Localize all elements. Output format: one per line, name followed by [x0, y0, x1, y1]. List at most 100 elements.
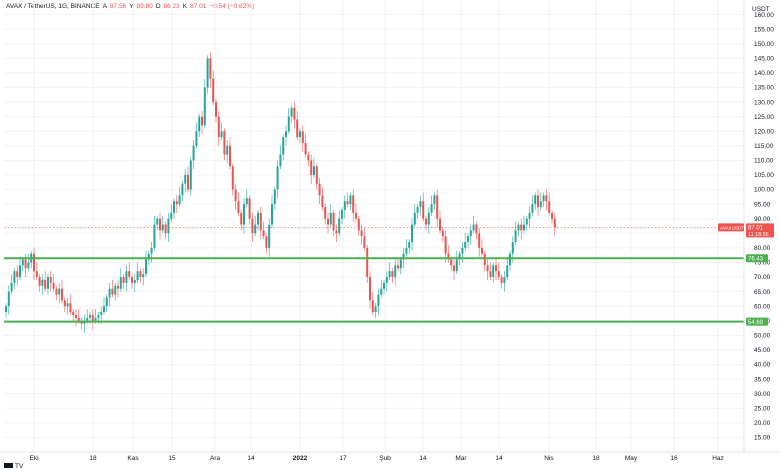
candle-body: [343, 201, 346, 210]
candle-body: [495, 265, 497, 272]
y-tick-label: 155.00: [754, 26, 774, 33]
candle-body: [329, 212, 332, 225]
candle-body: [75, 314, 77, 318]
level-badge-label: 76.43: [748, 256, 764, 262]
candle-body: [509, 253, 511, 266]
y-tick-label: 20.00: [754, 420, 771, 427]
candle-body: [178, 195, 181, 205]
change-value: −0.54 (−0.62%): [209, 3, 255, 10]
y-tick-label: 150.00: [754, 41, 774, 48]
candle-body: [19, 265, 21, 278]
candle-body: [198, 116, 201, 132]
tradingview-logo: TV: [4, 463, 24, 470]
y-tick-label: 15.00: [754, 435, 771, 442]
candles: [4, 52, 744, 333]
y-tick-label: 60.00: [754, 303, 771, 310]
candle-body: [299, 131, 301, 138]
candle-body: [458, 253, 461, 260]
candle-body: [430, 204, 433, 213]
candle-body: [265, 236, 268, 248]
candle-body: [293, 107, 296, 120]
y-tick-label: 90.00: [754, 216, 771, 223]
candle-body: [301, 131, 304, 143]
candle-body: [534, 195, 537, 205]
y-tick-label: 145.00: [754, 56, 774, 63]
level-badge-label: 54.69: [748, 320, 764, 326]
candle-body: [422, 201, 425, 219]
candle-body: [313, 166, 315, 175]
symbol-title[interactable]: AVAX / TetherUS, 1G, BINANCE: [6, 3, 100, 10]
candle-body: [156, 218, 159, 225]
candle-body: [483, 253, 486, 266]
price-badge: [746, 223, 774, 238]
candle-body: [517, 224, 520, 231]
candle-body: [433, 195, 436, 205]
candle-body: [223, 131, 226, 155]
candle-body: [189, 160, 192, 190]
y-tick-label: 40.00: [754, 362, 771, 369]
candle-body: [427, 212, 430, 225]
candle-body: [24, 259, 27, 269]
candle-body: [201, 116, 203, 126]
candle-body: [523, 224, 525, 231]
candle-body: [441, 230, 444, 237]
candle-body: [114, 285, 117, 295]
candle-body: [531, 204, 534, 213]
candle-body: [187, 174, 189, 190]
candle-body: [259, 212, 262, 231]
y-tick-label: 95.00: [754, 201, 771, 208]
candle-body: [125, 271, 128, 283]
candle-body: [150, 247, 153, 254]
candle-body: [511, 242, 514, 254]
time-axis[interactable]: Eki 18 Kas 15 Ara 14 2022 17 Şub 14 Mar 14 Nis 18 May 1…: [29, 455, 723, 462]
candle-body: [377, 294, 380, 307]
candle-body: [209, 58, 212, 79]
candle-body: [478, 233, 481, 248]
candle-body: [413, 212, 416, 225]
candle-body: [237, 201, 240, 213]
candle-body: [248, 198, 251, 219]
candle-body: [262, 230, 265, 237]
candle-body: [285, 131, 287, 138]
candle-body: [63, 300, 66, 307]
candle-body: [380, 288, 383, 295]
x-tick-label: Ara: [210, 455, 221, 462]
candle-body: [486, 265, 489, 272]
y-tick-label: 50.00: [754, 333, 771, 340]
candle-body: [287, 116, 290, 132]
candle-body: [167, 218, 170, 234]
candle-body: [383, 282, 385, 289]
candle-body: [514, 230, 517, 243]
candle-body: [500, 277, 503, 283]
candle-body: [195, 131, 198, 146]
candle-body: [444, 236, 447, 254]
y-tick-label: 135.00: [754, 85, 774, 92]
candle-body: [119, 277, 122, 289]
x-tick-label: 14: [419, 455, 427, 462]
candle-body: [72, 312, 75, 315]
high-label: Y: [129, 3, 134, 10]
candle-body: [335, 230, 338, 234]
x-tick-label: 2022: [293, 455, 308, 462]
candle-body: [355, 212, 357, 219]
candle-body: [206, 58, 209, 88]
candle-body: [528, 212, 531, 219]
candle-body: [436, 195, 439, 219]
candle-body: [357, 218, 360, 231]
candle-body: [545, 195, 548, 202]
x-tick-label: Nis: [544, 455, 554, 462]
y-tick-label: 30.00: [754, 391, 771, 398]
candle-body: [58, 288, 61, 295]
x-tick-label: 14: [247, 455, 255, 462]
candle-body: [49, 277, 52, 283]
candle-body: [388, 271, 391, 278]
support-levels: [4, 257, 744, 323]
candle-body: [315, 166, 318, 184]
candle-body: [492, 265, 495, 278]
candle-body: [520, 224, 523, 231]
candle-body: [139, 271, 142, 278]
candle-body: [374, 306, 377, 313]
candle-body: [464, 242, 467, 248]
open-value: 87.56: [109, 3, 127, 10]
